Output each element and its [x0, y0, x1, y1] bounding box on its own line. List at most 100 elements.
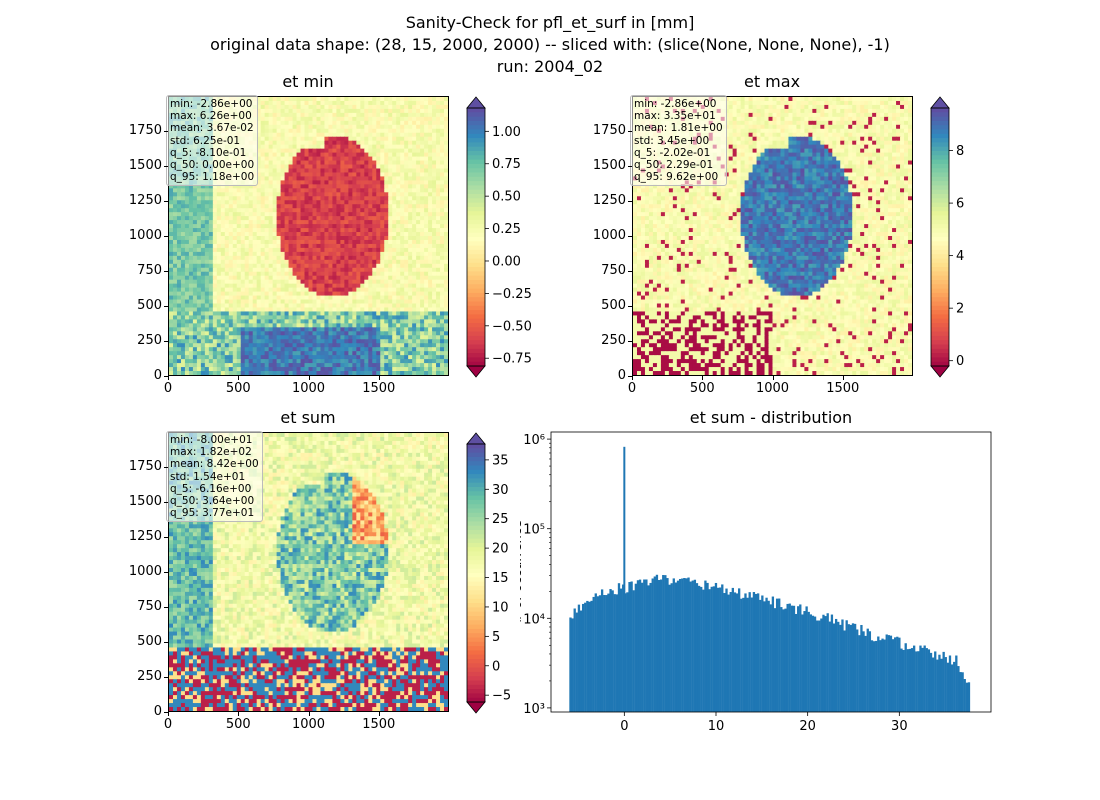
- y-tick-label: 0: [153, 704, 162, 719]
- hist-bar: [702, 589, 705, 712]
- hist-bar: [824, 616, 827, 712]
- hist-bar: [662, 575, 665, 712]
- x-tick-label: 500: [225, 717, 251, 732]
- cbar-tick-label: 0.00: [492, 254, 521, 269]
- stat-line: min: -2.86e+00: [634, 98, 717, 110]
- hist-bar: [794, 613, 798, 712]
- hist-bar: [807, 611, 810, 712]
- x-tick-label: 1500: [826, 381, 860, 396]
- hist-bar: [634, 583, 637, 712]
- x-tick-mark: [842, 376, 844, 380]
- hist-bar: [864, 635, 867, 712]
- hist-bar: [887, 635, 890, 712]
- hist-bar: [801, 614, 804, 712]
- hist-bar: [803, 611, 806, 712]
- hist-bar: [853, 623, 857, 712]
- et-max-colorbar: 8 6 4 2 0: [930, 96, 964, 378]
- stat-line: q_50: 2.29e-01: [634, 159, 714, 172]
- hist-bar: [571, 618, 574, 712]
- hist-bar: [641, 582, 644, 712]
- hist-bar: [904, 643, 907, 712]
- hist-bar: [588, 601, 591, 712]
- hist-bar: [946, 662, 950, 712]
- figure-title-line3: run: 2004_02: [496, 57, 604, 76]
- cbar-tick-label: 0.75: [492, 157, 521, 172]
- y-tick-mark: [164, 236, 168, 237]
- hist-bar: [830, 614, 834, 712]
- hist-bar: [883, 639, 886, 712]
- y-tick-mark: [628, 341, 632, 342]
- y-tick-label: 250: [137, 333, 162, 348]
- hist-bar: [839, 624, 842, 712]
- hist-bar: [655, 574, 659, 712]
- y-tick-mark: [628, 131, 632, 132]
- x-tick-label: 1500: [362, 717, 396, 732]
- stat-line: std: 1.54e+01: [170, 470, 246, 483]
- hist-bar: [866, 628, 869, 712]
- x-tick-mark: [308, 712, 310, 716]
- cbar-tick-label: 35: [492, 453, 509, 468]
- hist-bar: [775, 598, 779, 712]
- hist-bar: [894, 637, 897, 712]
- hist-bar: [809, 614, 812, 712]
- hist-bar: [902, 649, 905, 712]
- figure-title-line1: Sanity-Check for pfl_et_surf in [mm]: [405, 13, 695, 32]
- hist-bar: [581, 603, 585, 712]
- hist-bar: [805, 606, 808, 712]
- hist-bar: [716, 587, 720, 712]
- hist-bar: [659, 579, 663, 712]
- hist-bar: [615, 594, 619, 712]
- y-tick-label: 750: [137, 263, 162, 278]
- hist-bar: [881, 638, 884, 712]
- et-sum-colorbar: 35 30 25 20 15 10 5 0 −5: [466, 432, 511, 714]
- hist-bar: [948, 655, 952, 712]
- cbar-tick-label: 5: [492, 630, 500, 645]
- hist-bar: [643, 579, 646, 712]
- et-min-statbox: min: -2.86e+00 max: 6.26e+00 mean: 3.67e…: [166, 95, 259, 187]
- et-min-map: [168, 96, 449, 376]
- y-tick-label: 500: [137, 298, 162, 313]
- hist-bar: [773, 608, 777, 712]
- x-tick-mark: [378, 712, 380, 716]
- hist-bar: [786, 603, 789, 712]
- y-tick-mark: [164, 131, 168, 132]
- hist-bar: [630, 581, 633, 712]
- hist-bar: [849, 624, 853, 712]
- hist-bar: [767, 600, 770, 712]
- x-tick-mark: [772, 376, 774, 380]
- cbar-tick-label: −0.25: [492, 287, 532, 302]
- hist-y-tick-label: 10³: [523, 702, 545, 717]
- hist-bar: [754, 593, 758, 712]
- stat-line: q_5: -8.10e-01: [170, 146, 247, 159]
- hist-bar: [759, 599, 762, 712]
- hist-x-tick-label: 30: [891, 719, 908, 734]
- hist-bar: [942, 651, 945, 712]
- hist-bar: [896, 636, 899, 712]
- hist-bar: [678, 578, 682, 712]
- hist-bar: [573, 608, 576, 712]
- stat-line: std: 3.45e+00: [634, 134, 710, 147]
- stat-line: q_5: -2.02e-01: [634, 146, 711, 159]
- hist-bar: [860, 624, 863, 712]
- hist-bar: [693, 579, 697, 712]
- hist-bar: [687, 577, 690, 712]
- hist-bar: [622, 584, 625, 712]
- cbar-tick-label: 1.00: [492, 125, 521, 140]
- hist-bar: [765, 597, 768, 712]
- hist-bar: [944, 657, 947, 712]
- hist-bar: [683, 578, 686, 712]
- hist-bar: [636, 580, 640, 712]
- hist-bar: [845, 620, 848, 712]
- hist-bar: [670, 583, 673, 712]
- figure-title-line2: original data shape: (28, 15, 2000, 2000…: [210, 35, 890, 54]
- hist-bar: [858, 635, 861, 712]
- hist-bar: [611, 590, 614, 712]
- y-tick-label: 250: [137, 669, 162, 684]
- hist-bar: [965, 682, 969, 712]
- stat-line: max: 1.82e+02: [170, 446, 252, 459]
- hist-bar: [645, 579, 648, 712]
- hist-bar: [799, 604, 802, 712]
- cbar-tick-label: 25: [492, 512, 509, 527]
- hist-bar: [742, 597, 745, 712]
- hist-bar: [906, 649, 909, 712]
